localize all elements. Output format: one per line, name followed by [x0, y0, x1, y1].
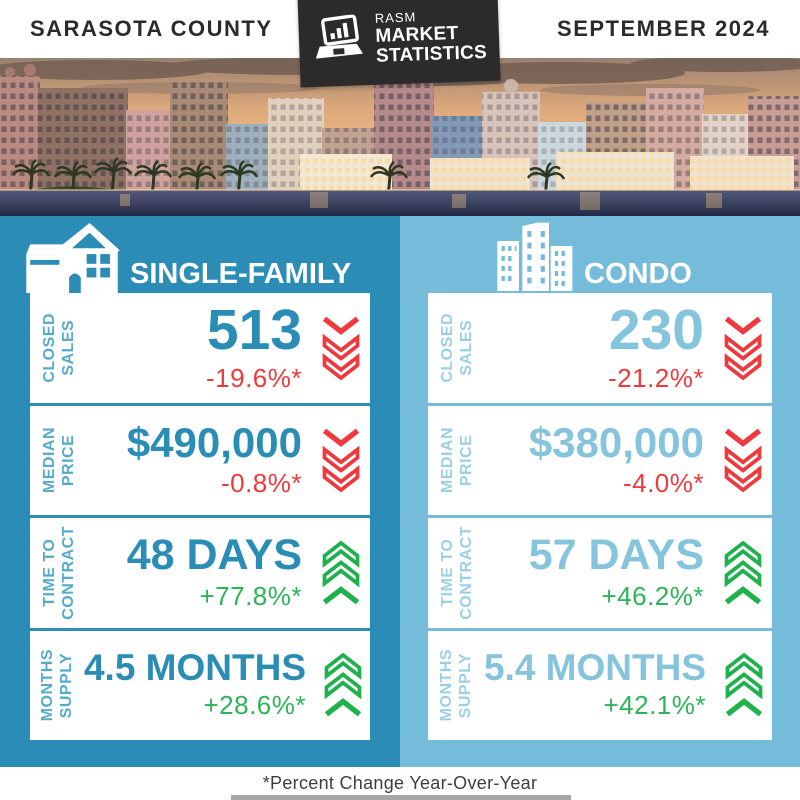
stat-value: $490,000	[126, 418, 302, 466]
stat-row-closed-sales: CLOSED SALES 230 -21.2%*	[428, 293, 772, 406]
single-family-header: SINGLE-FAMILY	[0, 216, 400, 293]
rasm-logo: RASM MARKET STATISTICS	[297, 0, 501, 88]
trend-down-icon	[714, 293, 772, 403]
condo-header: CONDO	[400, 216, 800, 293]
stat-label: CLOSED SALES	[40, 312, 77, 383]
stat-change: -4.0%*	[622, 467, 704, 498]
trend-down-icon	[714, 406, 772, 516]
logo-text: RASM MARKET STATISTICS	[374, 9, 488, 67]
stat-label: MEDIAN PRICE	[438, 427, 475, 494]
footer: *Percent Change Year-Over-Year	[0, 767, 800, 800]
trend-up-icon	[716, 631, 772, 741]
single-family-title: SINGLE-FAMILY	[130, 258, 352, 290]
stat-change: -19.6%*	[206, 362, 302, 393]
trend-up-icon	[714, 518, 772, 628]
month-title: SEPTEMBER 2024	[557, 16, 770, 41]
stat-label: TIME TO CONTRACT	[438, 525, 475, 620]
county-title: SARASOTA COUNTY	[30, 16, 273, 41]
condo-card: CLOSED SALES 230 -21.2%* MEDIAN PRI	[428, 293, 772, 740]
stat-change: +77.8%*	[199, 580, 302, 611]
stat-row-time-to-contract: TIME TO CONTRACT 48 DAYS +77.8%*	[30, 518, 370, 631]
stat-value: 4.5 MONTHS	[83, 647, 307, 689]
stat-row-time-to-contract: TIME TO CONTRACT 57 DAYS +46.2%*	[428, 518, 772, 631]
stat-value: 57 DAYS	[528, 530, 704, 579]
stat-value: $380,000	[528, 418, 704, 466]
condo-panel: CONDO CLOSED SALES 230 -21.2%*	[400, 216, 800, 767]
stat-row-median-price: MEDIAN PRICE $380,000 -4.0%*	[428, 406, 772, 518]
stat-change: +46.2%*	[601, 580, 704, 611]
stat-row-months-supply: MONTHS SUPPLY 4.5 MONTHS +28.6%*	[30, 631, 370, 741]
stat-row-closed-sales: CLOSED SALES 513 -19.6%*	[30, 293, 370, 406]
stat-change: +42.1%*	[603, 690, 707, 721]
stat-label: TIME TO CONTRACT	[40, 525, 77, 620]
house-icon	[26, 222, 120, 293]
cropped-logo-strip	[231, 795, 571, 800]
trend-up-icon	[316, 631, 370, 741]
single-family-card: CLOSED SALES 513 -19.6%* MEDIAN PRI	[30, 293, 370, 740]
stat-label: CLOSED SALES	[438, 312, 475, 383]
stat-change: -21.2%*	[608, 362, 704, 393]
laptop-bar-chart-icon	[316, 14, 364, 59]
stat-change: -0.8%*	[220, 467, 302, 498]
single-family-panel: SINGLE-FAMILY CLOSED SALES 513 -19.6%*	[0, 216, 400, 767]
stat-value: 513	[206, 297, 302, 362]
stat-label: MEDIAN PRICE	[40, 427, 77, 494]
stat-label: MONTHS SUPPLY	[38, 649, 75, 722]
stat-value: 230	[608, 297, 704, 362]
stat-change: +28.6%*	[203, 690, 307, 721]
stat-value: 5.4 MONTHS	[483, 647, 707, 689]
trend-down-icon	[312, 293, 370, 403]
stat-label: MONTHS SUPPLY	[437, 649, 474, 722]
footnote: *Percent Change Year-Over-Year	[262, 773, 538, 793]
stat-value: 48 DAYS	[126, 530, 302, 579]
trend-down-icon	[312, 406, 370, 516]
condo-title: CONDO	[584, 258, 692, 290]
stat-row-months-supply: MONTHS SUPPLY 5.4 MONTHS +42.1%*	[428, 631, 772, 741]
condo-buildings-icon	[497, 222, 573, 291]
stats-columns: SINGLE-FAMILY CLOSED SALES 513 -19.6%*	[0, 216, 800, 767]
header-band: SARASOTA COUNTY SEPTEMBER 2024 RASM MARK…	[0, 0, 800, 88]
stat-row-median-price: MEDIAN PRICE $490,000 -0.8%*	[30, 406, 370, 518]
trend-up-icon	[312, 518, 370, 628]
